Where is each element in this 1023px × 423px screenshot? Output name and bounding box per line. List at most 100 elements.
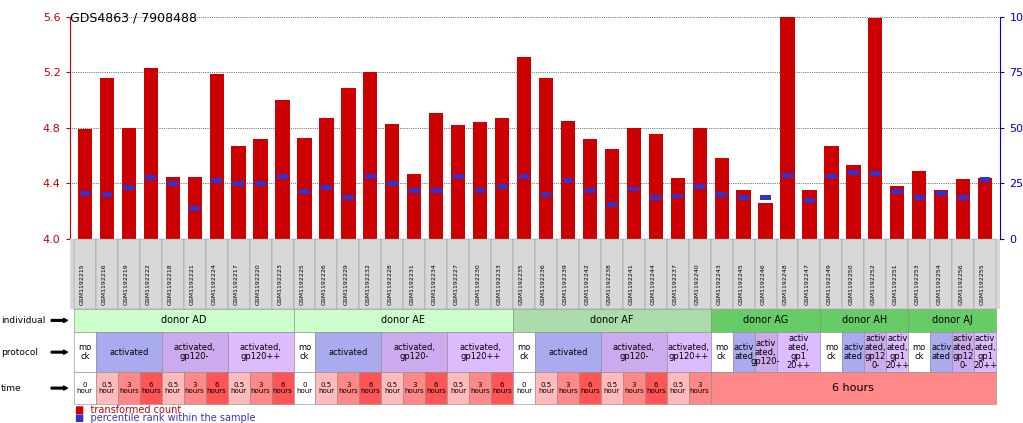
Text: activated: activated — [109, 348, 148, 357]
Text: GSM1192231: GSM1192231 — [409, 263, 414, 305]
Text: activ
ated,
gp1
20++: activ ated, gp1 20++ — [885, 334, 909, 370]
Bar — [407, 174, 421, 239]
Bar — [122, 128, 136, 239]
Text: activ
ated,
gp1
20++: activ ated, gp1 20++ — [973, 334, 997, 370]
Bar — [365, 174, 375, 179]
Bar — [848, 170, 858, 175]
Text: GSM1192218: GSM1192218 — [168, 263, 173, 305]
Text: GSM1192230: GSM1192230 — [475, 263, 480, 305]
Text: GSM1192237: GSM1192237 — [673, 263, 678, 305]
Bar — [519, 174, 530, 179]
Text: 3
hours: 3 hours — [559, 382, 578, 394]
Text: 0.5
hour: 0.5 hour — [165, 382, 181, 394]
Text: mo
ck: mo ck — [298, 343, 311, 361]
Text: GSM1192252: GSM1192252 — [871, 263, 876, 305]
Text: 3
hours: 3 hours — [119, 382, 139, 394]
Text: 6
hours: 6 hours — [141, 382, 161, 394]
Bar — [517, 57, 531, 239]
Bar — [277, 174, 287, 179]
Text: 0
hour: 0 hour — [297, 382, 313, 394]
Text: GSM1192216: GSM1192216 — [102, 263, 106, 305]
Bar — [869, 18, 883, 239]
Text: 0.5
hour: 0.5 hour — [318, 382, 335, 394]
Bar — [978, 178, 992, 239]
Text: 3
hours: 3 hours — [690, 382, 710, 394]
Text: activ
ated,
gp12
0-: activ ated, gp12 0- — [864, 334, 886, 370]
Text: 0.5
hour: 0.5 hour — [450, 382, 466, 394]
Text: GSM1192229: GSM1192229 — [344, 263, 349, 305]
Bar — [934, 190, 948, 239]
Bar — [980, 177, 990, 182]
Text: individual: individual — [1, 316, 45, 325]
Text: activ
ated,
gp1
20++: activ ated, gp1 20++ — [787, 334, 810, 370]
Bar — [231, 146, 246, 239]
Text: activated,
gp120++: activated, gp120++ — [239, 343, 281, 361]
Text: 0.5
hour: 0.5 hour — [385, 382, 400, 394]
Bar — [846, 165, 860, 239]
Text: GSM1192228: GSM1192228 — [388, 263, 392, 305]
Bar — [387, 181, 398, 186]
Text: GSM1192242: GSM1192242 — [585, 263, 590, 305]
Text: GSM1192253: GSM1192253 — [915, 263, 920, 305]
Bar — [233, 181, 243, 186]
Text: 6
hours: 6 hours — [207, 382, 226, 394]
Bar — [870, 171, 881, 176]
Text: protocol: protocol — [1, 348, 38, 357]
Bar — [299, 190, 310, 194]
Bar — [783, 173, 793, 178]
Text: 3
hours: 3 hours — [404, 382, 425, 394]
Bar — [628, 187, 639, 192]
Bar — [714, 159, 728, 239]
Text: GSM1192256: GSM1192256 — [959, 263, 964, 305]
Text: GSM1192238: GSM1192238 — [607, 263, 612, 305]
Text: 3
hours: 3 hours — [185, 382, 205, 394]
Bar — [957, 179, 970, 239]
Bar — [124, 185, 134, 190]
Text: activated,
gp120-: activated, gp120- — [613, 343, 655, 361]
Text: 3
hours: 3 hours — [471, 382, 490, 394]
Bar — [168, 181, 178, 186]
Bar — [827, 174, 837, 179]
Text: GSM1192227: GSM1192227 — [453, 263, 458, 305]
Text: activ
ated,
gp120-: activ ated, gp120- — [751, 339, 781, 365]
Bar — [429, 113, 443, 239]
Text: activated,
gp120-: activated, gp120- — [174, 343, 216, 361]
Bar — [210, 74, 224, 239]
Bar — [342, 88, 356, 239]
Text: GSM1192246: GSM1192246 — [760, 263, 765, 305]
Text: GSM1192251: GSM1192251 — [892, 263, 897, 305]
Bar — [584, 188, 595, 193]
Text: time: time — [1, 384, 21, 393]
Bar — [100, 78, 114, 239]
Text: GSM1192250: GSM1192250 — [848, 263, 853, 305]
Text: GSM1192245: GSM1192245 — [739, 263, 744, 305]
Bar — [275, 100, 290, 239]
Text: GSM1192248: GSM1192248 — [783, 263, 788, 305]
Text: GSM1192243: GSM1192243 — [717, 263, 721, 305]
Text: GSM1192219: GSM1192219 — [124, 263, 129, 305]
Text: activated: activated — [548, 348, 587, 357]
Text: 3
hours: 3 hours — [339, 382, 358, 394]
Text: 0.5
hour: 0.5 hour — [538, 382, 554, 394]
Text: mo
ck: mo ck — [518, 343, 531, 361]
Text: GSM1192249: GSM1192249 — [827, 263, 832, 305]
Bar — [343, 195, 354, 200]
Text: activated,
gp120-: activated, gp120- — [393, 343, 435, 361]
Text: GDS4863 / 7908488: GDS4863 / 7908488 — [70, 12, 196, 25]
Bar — [605, 149, 619, 239]
Text: activ
ated: activ ated — [733, 343, 754, 361]
Text: 6 hours: 6 hours — [833, 383, 875, 393]
Bar — [539, 78, 553, 239]
Text: GSM1192225: GSM1192225 — [300, 263, 305, 305]
Text: donor AH: donor AH — [842, 316, 887, 325]
Bar — [254, 139, 268, 239]
Bar — [363, 72, 377, 239]
Text: 6
hours: 6 hours — [273, 382, 293, 394]
Text: 6
hours: 6 hours — [646, 382, 666, 394]
Bar — [143, 68, 158, 239]
Text: GSM1192215: GSM1192215 — [80, 263, 85, 305]
Text: GSM1192224: GSM1192224 — [212, 263, 217, 305]
Text: GSM1192247: GSM1192247 — [804, 263, 809, 305]
Bar — [695, 184, 705, 189]
Bar — [189, 206, 201, 211]
